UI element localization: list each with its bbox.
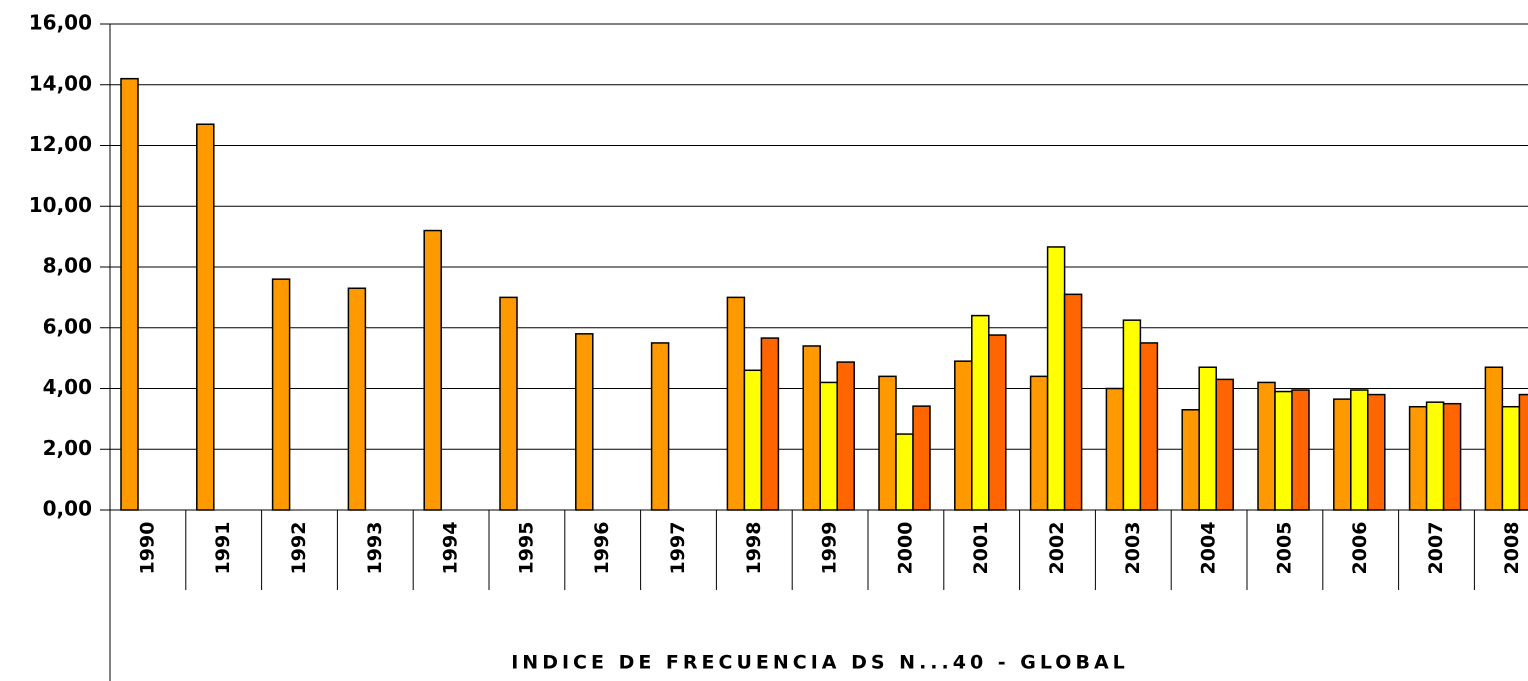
- y-tick-label: 8,00: [43, 254, 92, 278]
- y-tick-label: 16,00: [29, 11, 92, 35]
- bar: [423, 229, 442, 511]
- bar: [120, 77, 139, 511]
- bar: [1029, 375, 1049, 511]
- bar: [971, 314, 990, 511]
- bar: [878, 375, 897, 511]
- bar: [954, 360, 973, 511]
- y-tick-label: 12,00: [29, 132, 92, 156]
- bar: [1139, 342, 1159, 511]
- x-tick-label: 1996: [591, 522, 613, 575]
- bar: [1333, 398, 1352, 511]
- bar: [1442, 402, 1462, 511]
- bar: [988, 334, 1007, 511]
- x-tick-label: 1995: [515, 522, 537, 575]
- bar: [1350, 389, 1369, 511]
- x-tick-label: 1997: [667, 522, 689, 575]
- x-tick-label: 1990: [136, 522, 158, 575]
- y-tick-label: 0,00: [43, 497, 92, 521]
- bar: [1046, 246, 1066, 511]
- bar: [650, 342, 670, 511]
- bar: [1425, 401, 1445, 511]
- x-tick-label: 2006: [1349, 522, 1371, 575]
- bar: [1215, 378, 1234, 511]
- bar: [726, 296, 746, 511]
- bar: [895, 433, 914, 511]
- bar: [1518, 393, 1528, 511]
- bar: [912, 405, 931, 511]
- x-tick-label: 1994: [440, 522, 462, 575]
- y-tick-label: 14,00: [29, 71, 92, 95]
- x-tick-label: 2002: [1046, 522, 1068, 575]
- bar: [1408, 405, 1428, 511]
- bar: [1181, 409, 1200, 511]
- bar: [347, 287, 367, 511]
- x-tick-label: 2004: [1198, 522, 1220, 575]
- bar: [196, 123, 215, 511]
- bar: [499, 296, 518, 511]
- bar: [1501, 405, 1521, 511]
- bar: [1274, 390, 1293, 511]
- x-tick-label: 2001: [970, 522, 992, 575]
- bar: [1063, 293, 1083, 511]
- x-tick-label: 2008: [1501, 522, 1523, 575]
- bar: [1257, 381, 1276, 511]
- x-axis-title: INDICE DE FRECUENCIA DS N...40 - GLOBAL: [511, 652, 1129, 674]
- bar: [760, 337, 780, 511]
- bar: [575, 333, 594, 511]
- bar: [271, 278, 291, 511]
- bar: [1105, 387, 1125, 511]
- bar: [819, 381, 838, 511]
- y-tick-label: 6,00: [43, 314, 92, 338]
- y-tick-label: 2,00: [43, 436, 92, 460]
- bar: [1484, 366, 1504, 511]
- x-tick-label: 1993: [364, 522, 386, 575]
- x-tick-label: 1992: [288, 522, 310, 575]
- x-tick-label: 2003: [1122, 522, 1144, 575]
- x-tick-label: 2000: [894, 522, 916, 575]
- x-tick-label: 2007: [1425, 522, 1447, 575]
- y-tick-label: 10,00: [29, 193, 92, 217]
- bar: [1122, 319, 1142, 511]
- x-tick-label: 2005: [1273, 522, 1295, 575]
- bar: [1291, 389, 1310, 511]
- y-tick-label: 4,00: [43, 375, 92, 399]
- bar: [743, 369, 763, 511]
- bar: [1198, 366, 1217, 511]
- bar: [802, 345, 821, 511]
- x-tick-label: 1998: [743, 522, 765, 575]
- x-tick-label: 1991: [212, 522, 234, 575]
- x-tick-label: 1999: [819, 522, 841, 575]
- bar: [836, 361, 855, 511]
- bar: [1367, 393, 1386, 511]
